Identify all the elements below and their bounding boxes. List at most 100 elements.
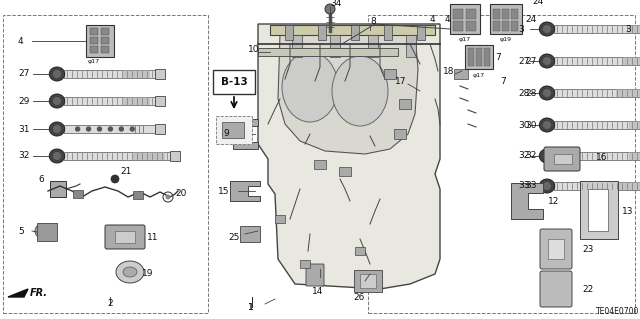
Polygon shape [511,183,543,219]
Bar [368,15,635,313]
Text: 17: 17 [395,77,406,85]
Ellipse shape [49,122,65,136]
Circle shape [131,127,134,131]
Text: 8: 8 [370,17,376,26]
Bar [623,57,640,65]
Text: 13: 13 [622,206,634,216]
Bar [213,70,255,94]
Text: 34: 34 [330,0,341,8]
Bar [588,189,608,231]
Text: 22: 22 [582,285,593,293]
Bar [270,25,435,35]
FancyBboxPatch shape [306,264,324,286]
Text: 4: 4 [445,14,451,24]
Bar [629,121,640,129]
Bar [170,151,180,161]
Text: 4: 4 [430,14,436,24]
Bar [466,9,476,19]
Bar [453,9,463,19]
Bar [101,28,109,35]
Text: 14: 14 [312,286,323,295]
Bar [629,25,640,33]
Bar [490,4,522,34]
Bar [502,9,509,19]
Bar [616,182,640,190]
Bar [64,70,155,78]
Bar [554,182,640,190]
Ellipse shape [52,70,61,78]
Ellipse shape [540,149,555,163]
Ellipse shape [540,179,555,193]
Bar [351,25,359,40]
Text: 3: 3 [625,25,631,33]
Text: 5: 5 [18,226,24,235]
Text: 33: 33 [518,182,529,190]
Text: 18: 18 [443,66,454,76]
Bar [616,89,640,97]
Bar [406,35,416,57]
Ellipse shape [543,56,552,65]
Bar [384,25,392,40]
Bar [300,260,310,268]
Text: 4: 4 [18,36,24,46]
Bar [101,46,109,53]
Ellipse shape [543,88,552,98]
Text: 30: 30 [525,121,536,130]
Bar [50,181,66,197]
Bar [554,121,640,129]
Text: 30: 30 [518,121,529,130]
Circle shape [111,175,119,183]
Ellipse shape [123,267,137,277]
Ellipse shape [543,121,552,130]
Bar [90,28,98,35]
Bar [64,97,155,105]
Circle shape [35,224,49,238]
Text: 15: 15 [218,187,230,196]
Text: B-13: B-13 [221,77,248,87]
Bar [258,48,398,56]
Text: 25: 25 [228,233,239,241]
Text: 2: 2 [107,300,113,308]
Text: φ17: φ17 [459,38,471,42]
Bar [502,21,509,31]
Text: φ17: φ17 [473,72,485,78]
Bar [155,96,165,106]
Ellipse shape [52,96,61,106]
Bar [554,25,640,33]
Text: 26: 26 [353,293,364,301]
Ellipse shape [282,52,338,122]
Ellipse shape [543,182,552,190]
Bar [216,116,252,144]
Polygon shape [258,24,440,289]
Bar [465,45,493,69]
Text: 28: 28 [525,88,536,98]
Text: 3: 3 [518,25,524,33]
Text: 33: 33 [525,182,536,190]
Bar [394,129,406,139]
Ellipse shape [49,149,65,163]
Ellipse shape [332,56,388,126]
Text: 21: 21 [120,167,131,175]
Text: 29: 29 [18,97,29,106]
Text: TE04E0700: TE04E0700 [596,307,639,315]
Bar [115,231,135,243]
Bar [493,21,500,31]
Ellipse shape [543,25,552,33]
Bar [133,191,143,199]
Bar [222,122,244,138]
Ellipse shape [325,4,335,14]
Bar [399,99,411,109]
Text: φ19: φ19 [500,38,512,42]
Bar [554,154,572,164]
Circle shape [108,127,113,131]
Ellipse shape [116,261,144,283]
Text: 27: 27 [18,70,29,78]
Ellipse shape [52,124,61,134]
Bar [155,69,165,79]
Ellipse shape [49,94,65,108]
Bar [476,48,482,66]
Bar [155,124,165,134]
Text: 32: 32 [18,152,29,160]
FancyBboxPatch shape [544,147,580,171]
Bar [453,21,463,31]
